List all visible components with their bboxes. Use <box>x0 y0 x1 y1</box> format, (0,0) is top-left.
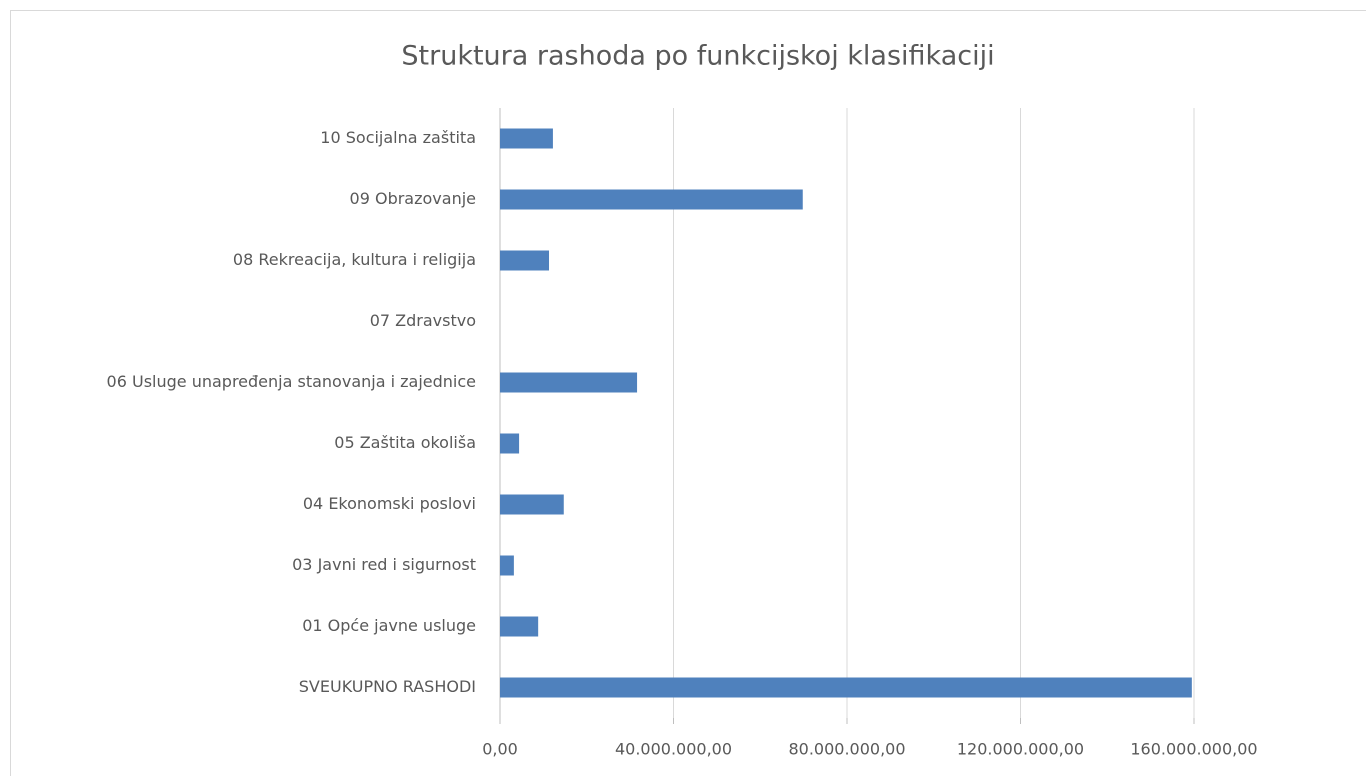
bar <box>500 555 514 576</box>
y-tick-label: 04 Ekonomski poslovi <box>303 494 476 513</box>
x-tick-label: 120.000.000,00 <box>957 740 1084 759</box>
y-tick-label: 01 Opće javne usluge <box>302 616 476 635</box>
bar <box>500 494 564 515</box>
bar <box>500 250 550 271</box>
y-tick-label: SVEUKUPNO RASHODI <box>299 677 476 696</box>
y-tick-label: 09 Obrazovanje <box>350 189 476 208</box>
y-tick-label: 10 Socijalna zaštita <box>320 128 476 147</box>
x-tick-label: 40.000.000,00 <box>615 740 732 759</box>
y-tick-label: 05 Zaštita okoliša <box>334 433 476 452</box>
bar <box>500 677 1192 698</box>
y-tick-label: 07 Zdravstvo <box>370 311 476 330</box>
chart-title: Struktura rashoda po funkcijskoj klasifi… <box>401 41 994 72</box>
y-tick-label: 03 Javni red i sigurnost <box>292 555 476 574</box>
bar <box>500 372 638 393</box>
chart-frame <box>10 10 1366 776</box>
bar <box>500 128 553 149</box>
bar <box>500 189 803 210</box>
x-tick-label: 160.000.000,00 <box>1130 740 1257 759</box>
y-tick-label: 08 Rekreacija, kultura i religija <box>233 250 476 269</box>
y-tick-label: 06 Usluge unapređenja stanovanja i zajed… <box>107 372 476 391</box>
bar <box>500 616 539 637</box>
bar <box>500 433 520 454</box>
x-tick-label: 80.000.000,00 <box>788 740 905 759</box>
x-tick-label: 0,00 <box>482 740 518 759</box>
